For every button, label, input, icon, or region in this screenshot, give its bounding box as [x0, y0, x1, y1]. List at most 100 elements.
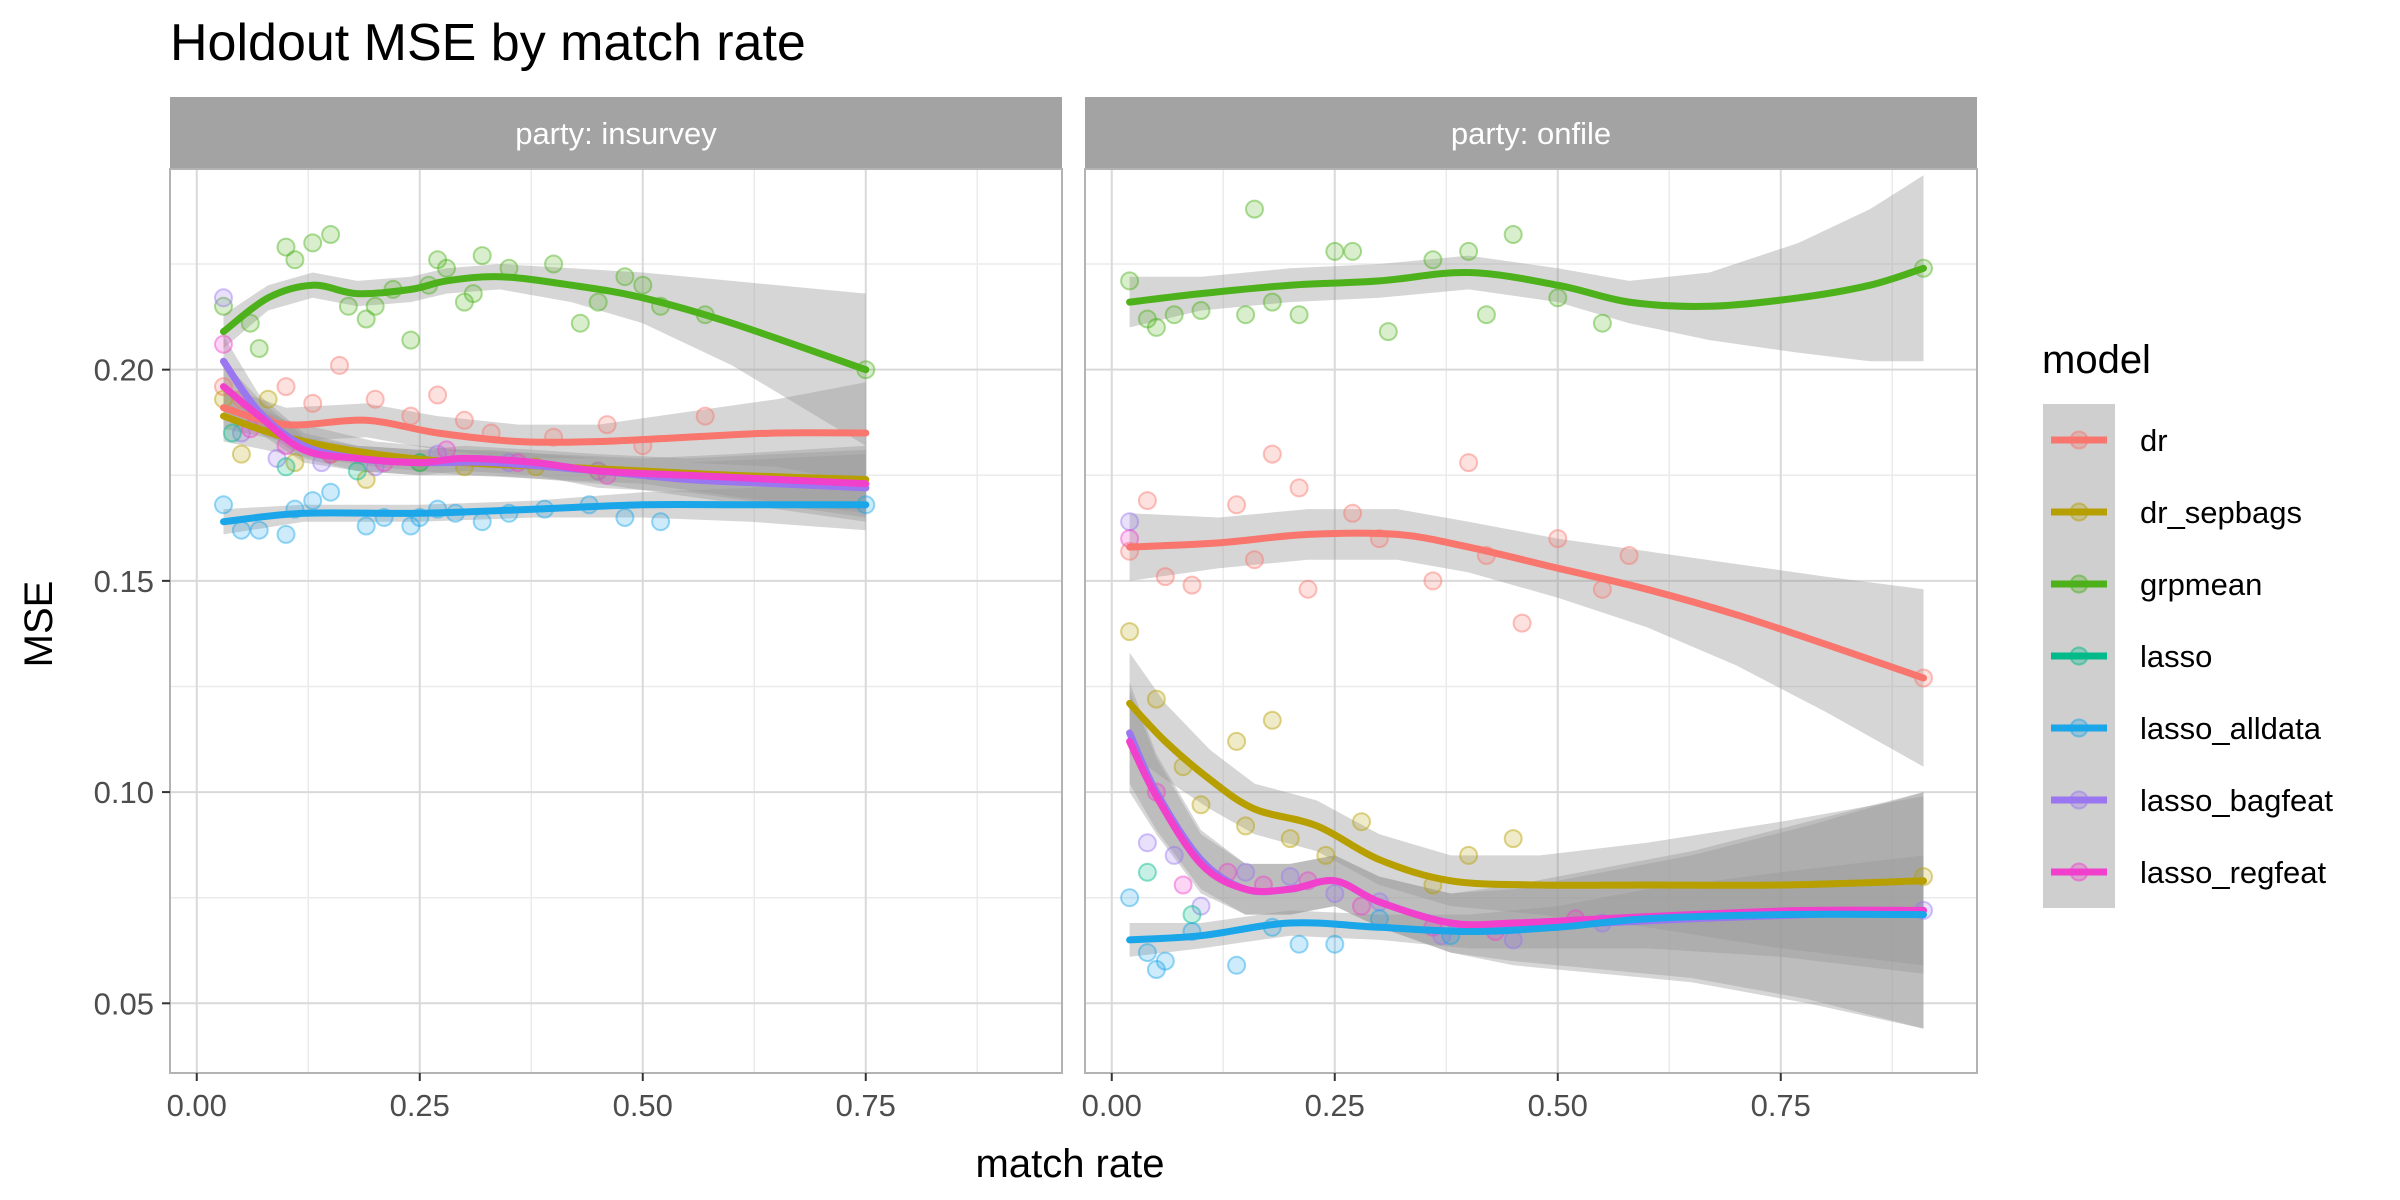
data-point-grpmean — [1245, 199, 1264, 219]
data-point-dr — [1512, 613, 1532, 633]
data-point-grpmean — [454, 292, 474, 312]
legend-label: dr — [2140, 423, 2168, 458]
data-point-dr — [1423, 571, 1443, 591]
legend-label: lasso_alldata — [2140, 711, 2322, 746]
legend-item-dr: dr — [2051, 423, 2168, 458]
x-tick-label: 0.25 — [390, 1088, 450, 1123]
smooth-line-grpmean — [220, 273, 870, 374]
legend-title: model — [2042, 338, 2151, 382]
plot-background — [170, 169, 1062, 1073]
data-point-dr_sepbags — [258, 389, 278, 409]
data-point-lasso_alldata — [1325, 934, 1345, 954]
data-point-dr — [454, 410, 474, 430]
data-point-grpmean — [1423, 250, 1443, 270]
data-point-dr_sepbags — [1352, 812, 1371, 832]
y-axis-title: MSE — [17, 581, 61, 668]
confidence-band-grpmean — [1129, 175, 1924, 362]
panel-border — [1084, 168, 1978, 1074]
data-point-lasso_alldata — [276, 524, 296, 544]
data-point-grpmean — [285, 250, 305, 270]
data-point-lasso_bagfeat — [1191, 896, 1211, 916]
smooth-line-grpmean — [1126, 264, 1927, 310]
data-point-lasso_bagfeat — [1137, 833, 1157, 853]
data-point-dr_sepbags — [1280, 829, 1300, 849]
data-point-lasso_bagfeat — [1280, 867, 1300, 887]
data-point-grpmean — [1289, 305, 1309, 325]
data-point-dr_sepbags — [1503, 829, 1523, 849]
legend-label: grpmean — [2140, 567, 2262, 602]
data-point-dr — [428, 385, 448, 405]
facet-strip-label: party: insurvey — [515, 116, 717, 151]
smooth-line-dr_sepbags — [1126, 699, 1927, 889]
panel-border — [169, 168, 1063, 1074]
smooth-line-dr — [1126, 529, 1927, 682]
data-point-lasso_bagfeat — [1164, 845, 1184, 865]
data-point-lasso_regfeat — [1352, 896, 1371, 916]
smooth-line-lasso_alldata — [1126, 910, 1927, 944]
data-point-grpmean — [321, 225, 341, 244]
data-point-lasso_alldata — [214, 495, 233, 515]
data-point-lasso_alldata — [472, 512, 492, 532]
data-point-grpmean — [1503, 225, 1523, 244]
data-point-lasso_alldata — [356, 516, 376, 536]
x-tick-label: 0.00 — [167, 1088, 227, 1123]
data-point-grpmean — [1325, 241, 1345, 261]
data-point-dr — [303, 393, 323, 413]
data-point-lasso_alldata — [651, 512, 671, 532]
data-point-grpmean — [1378, 322, 1398, 342]
data-point-lasso_alldata — [615, 508, 635, 527]
data-point-grpmean — [249, 339, 269, 358]
confidence-band-lasso_bagfeat — [1129, 682, 1924, 1029]
data-point-lasso_alldata — [1155, 951, 1175, 971]
legend-label: lasso — [2140, 639, 2212, 674]
confidence-band-dr — [223, 382, 866, 484]
data-point-grpmean — [1262, 292, 1282, 312]
data-point-dr — [1227, 495, 1247, 515]
data-point-grpmean — [1548, 288, 1568, 308]
data-point-dr — [1343, 503, 1363, 523]
data-point-dr — [276, 377, 296, 397]
data-point-grpmean — [1459, 241, 1479, 261]
data-point-dr — [1548, 529, 1568, 549]
data-point-grpmean — [401, 330, 421, 350]
data-point-lasso_alldata — [1289, 934, 1309, 954]
smooth-line-lasso_alldata — [220, 500, 870, 526]
data-point-dr — [365, 389, 385, 409]
data-point-dr — [1155, 567, 1175, 587]
legend-label: lasso_bagfeat — [2140, 783, 2333, 818]
data-point-dr_sepbags — [285, 453, 305, 473]
chart-title: Holdout MSE by match rate — [170, 14, 806, 72]
data-point-dr — [1137, 491, 1157, 511]
data-point-lasso — [347, 461, 367, 481]
data-point-grpmean — [1137, 309, 1157, 329]
data-point-dr_sepbags — [1459, 845, 1479, 865]
data-point-lasso_bagfeat — [1236, 862, 1256, 882]
facet-panel-2: party: onfile 0.00 0.25 0.50 0.75 — [1082, 97, 1978, 1123]
facet-strip-label: party: onfile — [1451, 116, 1611, 151]
data-point-grpmean — [1191, 301, 1211, 320]
data-point-lasso — [222, 423, 242, 443]
legend-label: dr_sepbags — [2140, 495, 2302, 530]
data-point-dr_sepbags — [1236, 816, 1256, 836]
data-point-lasso_bagfeat — [1503, 930, 1523, 950]
x-tick-label: 0.00 — [1082, 1088, 1142, 1123]
data-point-lasso_regfeat — [1173, 875, 1193, 895]
legend-item-lasso_bagfeat: lasso_bagfeat — [2051, 783, 2333, 818]
data-point-grpmean — [588, 292, 608, 312]
legend-label: lasso_regfeat — [2140, 855, 2327, 890]
facet-panel-1: party: insurvey 0.00 0.25 0.50 0.75 0.05 0.10 0… — [94, 97, 1063, 1123]
data-point-dr_sepbags — [1262, 710, 1282, 730]
data-point-lasso_alldata — [321, 482, 341, 502]
data-point-dr — [1262, 444, 1282, 464]
data-point-lasso_regfeat — [214, 334, 233, 354]
data-point-grpmean — [303, 233, 323, 253]
legend-item-lasso: lasso — [2051, 639, 2212, 674]
data-point-lasso_bagfeat — [1325, 884, 1345, 903]
x-axis-title: match rate — [976, 1142, 1165, 1186]
data-point-grpmean — [428, 250, 448, 270]
data-point-dr — [597, 415, 617, 435]
data-point-lasso_alldata — [1137, 943, 1157, 963]
